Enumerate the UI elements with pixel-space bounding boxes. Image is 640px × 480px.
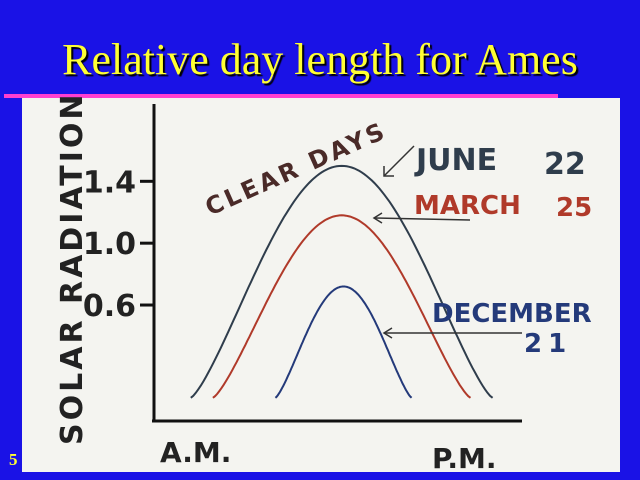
chart-photo-panel (22, 98, 620, 472)
y-tick-label-2: 1.4 (83, 165, 136, 200)
slide-title: Relative day length for Ames (62, 35, 578, 84)
june-arrow (383, 145, 415, 177)
legend-december-month: DECEMBER (432, 299, 592, 329)
y-axis-label: SOLAR RADIATION (55, 92, 90, 446)
title-underline (4, 94, 558, 98)
clear-days-annotation: CLEAR DAYS (201, 116, 391, 221)
legend-june-day: 22 (544, 147, 586, 182)
x-tick-label-am: A.M. (160, 436, 231, 469)
x-tick-label-pm: P.M. (432, 442, 497, 475)
march-arrow (372, 212, 471, 224)
y-tick-label-0: 0.6 (83, 289, 136, 324)
slide-number: 5 (9, 450, 18, 469)
series-line-june (190, 164, 494, 399)
december-arrow (382, 327, 522, 339)
legend-june-month: JUNE (414, 143, 497, 178)
y-tick-label-1: 1.0 (83, 227, 136, 262)
legend-march-month: MARCH (414, 191, 521, 221)
legend-december-day: 21 (524, 329, 572, 359)
legend-march-day: 25 (556, 193, 592, 223)
series-line-march (212, 214, 472, 399)
series-line-december (274, 285, 413, 399)
